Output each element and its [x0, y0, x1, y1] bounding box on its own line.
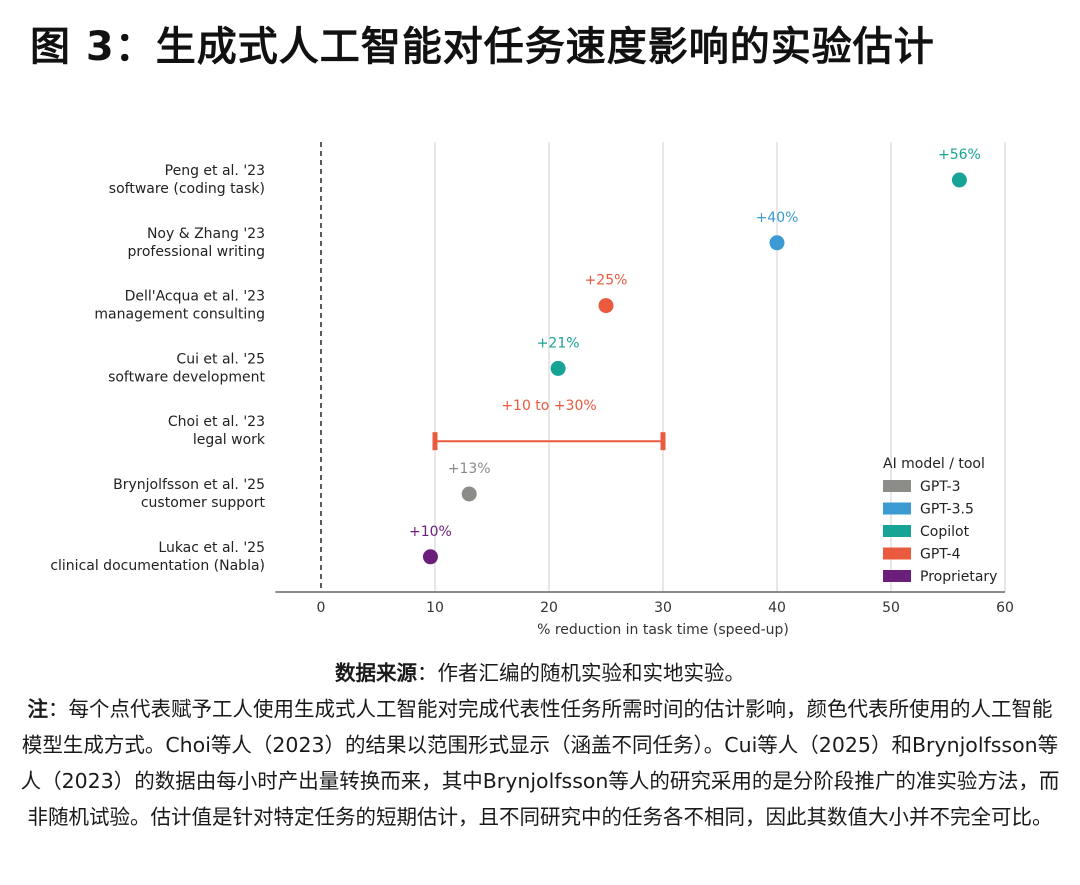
- data-point: [461, 486, 477, 502]
- data-label: +21%: [537, 335, 580, 351]
- study-name-label: Dell'Acqua et al. '23: [125, 289, 265, 305]
- legend-swatch: [883, 480, 911, 492]
- page-title: 图 3：生成式人工智能对任务速度影响的实验估计: [30, 24, 935, 70]
- data-label: +25%: [585, 273, 628, 289]
- y-axis-labels: Peng et al. '23 software (coding task) Noy…: [50, 163, 266, 574]
- note-paragraph: 注：每个点代表赋予工人使用生成式人工智能对完成代表性任务所需时间的估计影响，颜色…: [20, 691, 1060, 835]
- x-tick-label: 20: [540, 600, 558, 616]
- data-marks: +56% +40% +25% +21% +10 to +30% +13% +10%: [409, 147, 981, 565]
- study-name-label: Lukac et al. '25: [158, 540, 265, 556]
- legend-swatch: [883, 502, 911, 515]
- legend-swatch: [883, 547, 911, 560]
- data-label: +10 to +30%: [501, 398, 596, 414]
- legend-label: Proprietary: [920, 569, 997, 585]
- x-tick-label: 30: [654, 600, 672, 616]
- legend-label: GPT-4: [920, 547, 961, 563]
- x-axis-title: % reduction in task time (speed-up): [537, 622, 789, 638]
- legend-label: Copilot: [920, 524, 970, 540]
- legend-swatch: [883, 525, 911, 537]
- x-tick-label: 50: [882, 600, 900, 616]
- study-task-label: clinical documentation (Nabla): [50, 558, 265, 574]
- source-label: 数据来源: [335, 661, 417, 685]
- data-point: [550, 360, 566, 376]
- study-task-label: software development: [108, 369, 265, 385]
- data-point: [769, 235, 785, 251]
- study-task-label: legal work: [193, 432, 266, 448]
- study-name-label: Noy & Zhang '23: [147, 226, 265, 242]
- chart-grid: [434, 142, 1006, 592]
- data-label: +13%: [448, 461, 491, 477]
- legend-label: GPT-3.5: [920, 502, 974, 518]
- data-label: +10%: [409, 524, 452, 540]
- source-text: ：作者汇编的随机实验和实地实验。: [417, 661, 745, 685]
- data-point: [598, 298, 614, 314]
- study-name-label: Cui et al. '25: [176, 351, 265, 367]
- range-cap-end: [660, 432, 666, 451]
- data-label: +40%: [756, 210, 799, 226]
- study-task-label: management consulting: [94, 307, 265, 323]
- notes: 数据来源：作者汇编的随机实验和实地实验。 注：每个点代表赋予工人使用生成式人工智…: [20, 655, 1060, 835]
- x-tick-label: 40: [768, 600, 786, 616]
- study-task-label: software (coding task): [109, 181, 265, 197]
- data-point: [951, 172, 967, 188]
- legend-label: GPT-3: [920, 479, 961, 495]
- data-point: [422, 549, 438, 565]
- study-name-label: Peng et al. '23: [165, 163, 265, 179]
- chart: 0 10 20 30 40 50 60 % reduction in task time (s…: [50, 142, 1014, 638]
- source-line: 数据来源：作者汇编的随机实验和实地实验。: [20, 655, 1060, 691]
- x-tick-label: 0: [317, 600, 326, 616]
- legend-swatch: [883, 570, 911, 582]
- x-tick-label: 10: [426, 600, 444, 616]
- study-task-label: professional writing: [127, 244, 265, 260]
- note-label: 注: [27, 697, 49, 721]
- study-name-label: Choi et al. '23: [168, 414, 265, 430]
- x-tick-label: 60: [996, 600, 1014, 616]
- study-task-label: customer support: [141, 495, 266, 511]
- legend: AI model / tool GPT-3 GPT-3.5 Copilot GPT-4 P…: [883, 456, 997, 585]
- legend-title: AI model / tool: [883, 456, 985, 472]
- range-cap-start: [432, 432, 438, 451]
- data-label: +56%: [938, 147, 981, 163]
- note-text: ：每个点代表赋予工人使用生成式人工智能对完成代表性任务所需时间的估计影响，颜色代…: [20, 697, 1060, 829]
- x-axis: 0 10 20 30 40 50 60 % reduction in task time (s…: [275, 591, 1014, 638]
- study-name-label: Brynjolfsson et al. '25: [113, 477, 265, 493]
